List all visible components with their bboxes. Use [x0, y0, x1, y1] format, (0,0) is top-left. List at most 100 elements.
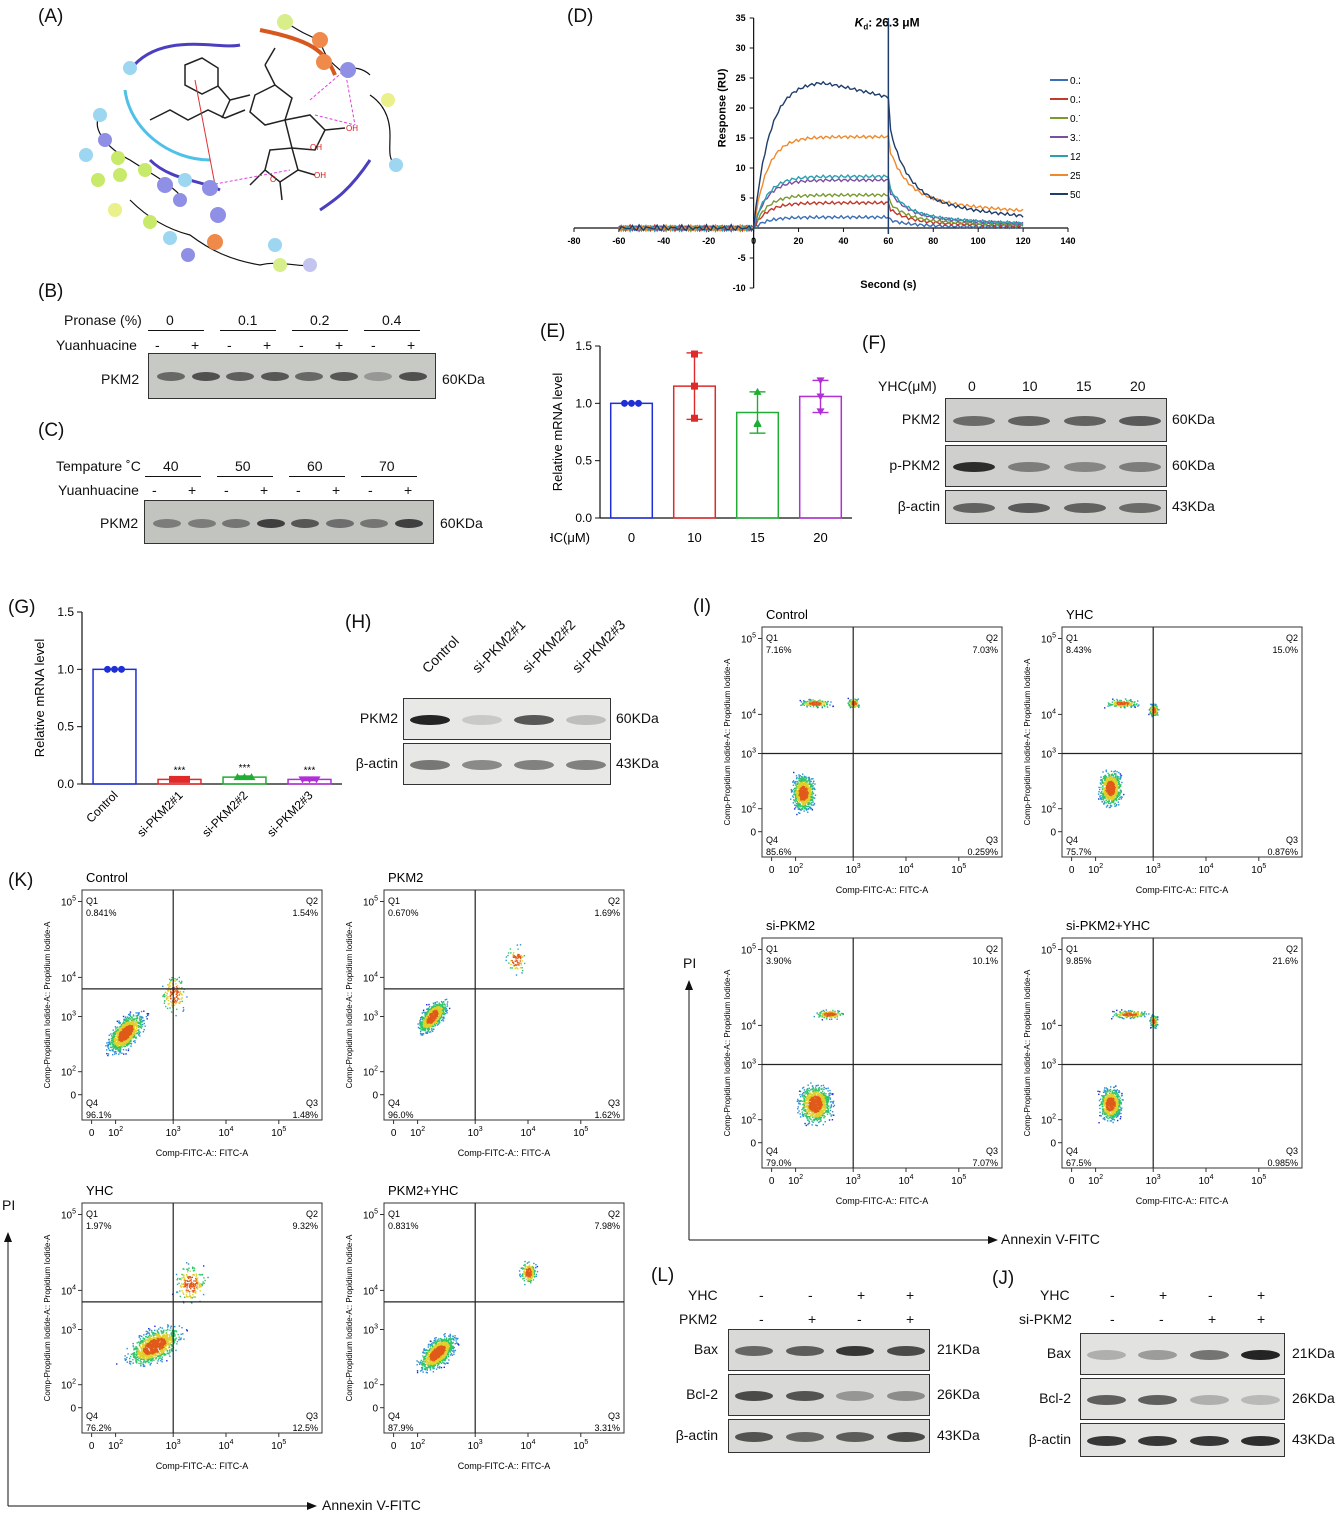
bar-category-label: 15	[750, 530, 764, 545]
data-point	[240, 773, 249, 781]
blot-kda: 43KDa	[1172, 498, 1215, 514]
blot-kda: 26KDa	[937, 1386, 980, 1402]
c-group-underline	[217, 476, 273, 477]
c-group-underline	[145, 476, 201, 477]
blot-c	[144, 500, 434, 544]
bar-y-tick-label: 1.5	[575, 339, 592, 353]
blot-band	[886, 1346, 925, 1356]
flow-y-tick-label: 0	[372, 1091, 378, 1102]
flow-ylabel: Comp-Propidium Iodide-A:: Propidium Iodi…	[1023, 658, 1032, 825]
blot-row-label: PKM2	[359, 710, 398, 726]
data-point	[169, 775, 176, 783]
data-point	[233, 773, 242, 781]
d-y-tick-label: 10	[736, 163, 746, 173]
blot-band	[1119, 503, 1162, 513]
flow-x-tick-label: 102	[1088, 863, 1103, 876]
data-point	[298, 776, 307, 784]
blot-band	[1119, 416, 1162, 426]
pi-axis-label-i: PI	[683, 955, 697, 971]
bar-y-tick-label: 0.0	[57, 777, 74, 791]
flow-xlabel: Comp-FITC-A:: FITC-A	[1136, 1196, 1229, 1206]
b-group-label: 0.4	[382, 312, 402, 328]
flow-y-tick-label: 103	[363, 1011, 378, 1024]
flow-y-tick-label: 0	[1050, 1139, 1056, 1150]
blot-band	[735, 1391, 774, 1401]
blot-band	[1138, 1350, 1178, 1360]
blot-band	[1087, 1436, 1127, 1446]
flow-y-tick-label: 104	[363, 1284, 378, 1297]
blot-band	[785, 1346, 824, 1356]
data-point	[312, 776, 321, 784]
blot-band	[1119, 462, 1162, 472]
blot-band	[1189, 1436, 1229, 1446]
flow-x-tick-label: 104	[218, 1126, 233, 1139]
flow-q2-value: 7.98%	[594, 1221, 620, 1231]
docking-diagram: O OH OH OH	[79, 14, 403, 272]
flow-x-tick-label: 0	[1069, 1176, 1075, 1187]
flow-title: Control	[86, 870, 128, 885]
data-point	[816, 377, 825, 385]
flow-y-tick-label: 0	[750, 1139, 756, 1150]
j-row1-sign: +	[1257, 1287, 1266, 1303]
flow-q3-value: 1.48%	[292, 1110, 318, 1120]
b-sign: -	[227, 337, 232, 353]
blot-band	[514, 715, 554, 725]
h-lane-label: si-PKM2#3	[568, 616, 629, 676]
flow-x-tick-label: 105	[271, 1126, 286, 1139]
c-band	[222, 519, 250, 528]
flow-y-tick-label: 103	[741, 748, 756, 761]
d-y-tick-label: 25	[736, 73, 746, 83]
b-band	[329, 372, 358, 381]
flow-frame	[1061, 937, 1303, 1169]
flow-q2-label: Q2	[986, 633, 998, 643]
bar	[92, 668, 137, 785]
flow-q3-label: Q3	[986, 1146, 998, 1156]
flow-y-tick-label: 0	[70, 1091, 76, 1102]
data-point	[753, 387, 762, 395]
flow-plot: Control Q1 0.841% Q2 1.54% Q3 1.48% Q4 96.1% 105 1…	[43, 870, 323, 1158]
blot-band	[566, 760, 606, 770]
blot-band	[836, 1346, 875, 1356]
bar-y-tick-label: 0.5	[57, 720, 74, 734]
bar-ylabel: Relative mRNA level	[550, 373, 565, 492]
blot-band	[1087, 1350, 1127, 1360]
flow-plot: PKM2+YHC Q1 0.831% Q2 7.98% Q3 3.31% Q4 87.9% 105…	[345, 1183, 625, 1471]
d-x-tick-label: 120	[1016, 236, 1031, 246]
flow-q4-value: 67.5%	[1066, 1158, 1092, 1168]
data-point	[176, 775, 183, 783]
flow-q2-label: Q2	[306, 1209, 318, 1219]
blot-strip	[728, 1374, 930, 1416]
flow-q4-value: 96.0%	[388, 1110, 414, 1120]
blot-row-label: p-PKM2	[889, 457, 940, 473]
h-lane-label: si-PKM2#2	[518, 616, 579, 676]
c-band	[187, 519, 216, 528]
flow-x-tick-label: 104	[520, 1126, 535, 1139]
c-band	[394, 519, 423, 528]
panel-label-e: (E)	[540, 321, 566, 342]
bar-category-label: si-PKM2#3	[264, 788, 316, 840]
flow-ylabel: Comp-Propidium Iodide-A:: Propidium Iodi…	[723, 969, 732, 1136]
l-row1-sign: +	[857, 1287, 866, 1303]
l-row2-sign: -	[759, 1311, 764, 1327]
l-row1-sign: +	[906, 1287, 915, 1303]
flow-q4-label: Q4	[766, 835, 778, 845]
flow-q2-value: 1.69%	[594, 908, 620, 918]
panel-label-i: (I)	[693, 596, 711, 617]
flow-q1-label: Q1	[766, 633, 778, 643]
b-band	[191, 372, 220, 381]
flow-y-tick-label: 105	[363, 1209, 378, 1222]
flow-q3-label: Q3	[608, 1098, 620, 1108]
d-legend-label: 0.78 μM	[1070, 114, 1080, 125]
b-sign: +	[407, 337, 416, 353]
flow-q1-label: Q1	[1066, 944, 1078, 954]
d-y-tick-label: 20	[736, 103, 746, 113]
flow-frame	[1061, 626, 1303, 858]
flow-q2-label: Q2	[306, 896, 318, 906]
j-row2-sign: +	[1257, 1311, 1266, 1327]
c-group-underline	[289, 476, 345, 477]
blot-strip	[1080, 1333, 1285, 1375]
blot-band	[1138, 1436, 1178, 1446]
c-sign: -	[152, 482, 157, 498]
data-point	[691, 382, 698, 390]
blot-band	[785, 1432, 824, 1442]
